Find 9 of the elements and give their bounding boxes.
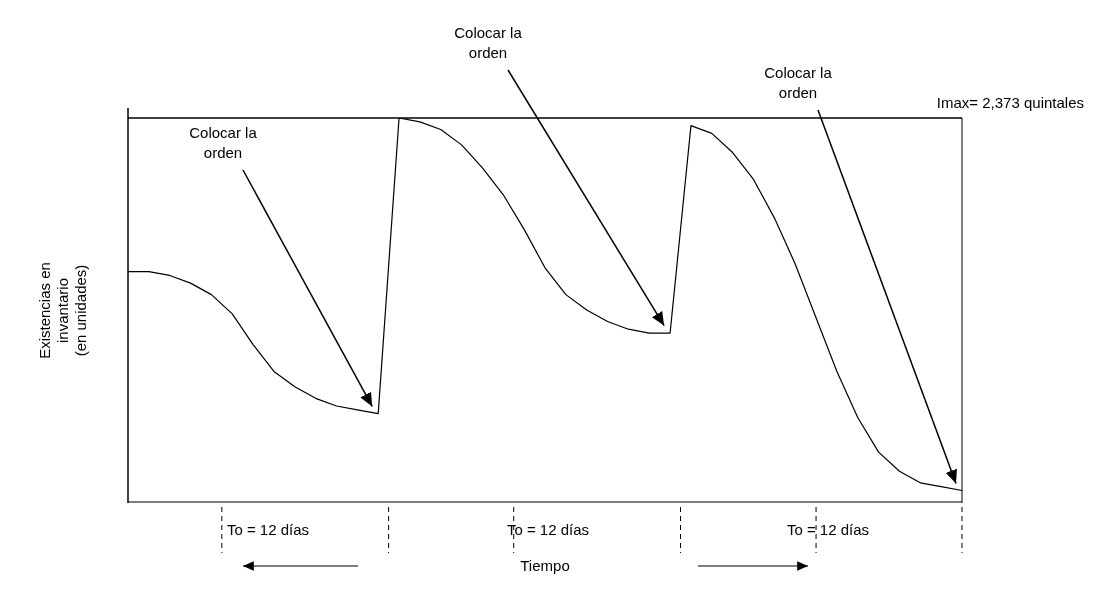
text: Colocar la orden xyxy=(454,24,523,61)
text: Imax= 2,373 quintales xyxy=(936,94,1084,111)
annotation: Colocar la orden xyxy=(189,124,258,161)
x-axis-title: Tiempo xyxy=(520,557,570,574)
y-axis-title: Existencias en invantario (en unidades) xyxy=(36,262,89,359)
text: To = 12 días xyxy=(226,521,310,538)
text: To = 12 días xyxy=(506,521,590,538)
text: Colocar la orden xyxy=(764,64,833,101)
text: To = 12 días xyxy=(786,521,870,538)
